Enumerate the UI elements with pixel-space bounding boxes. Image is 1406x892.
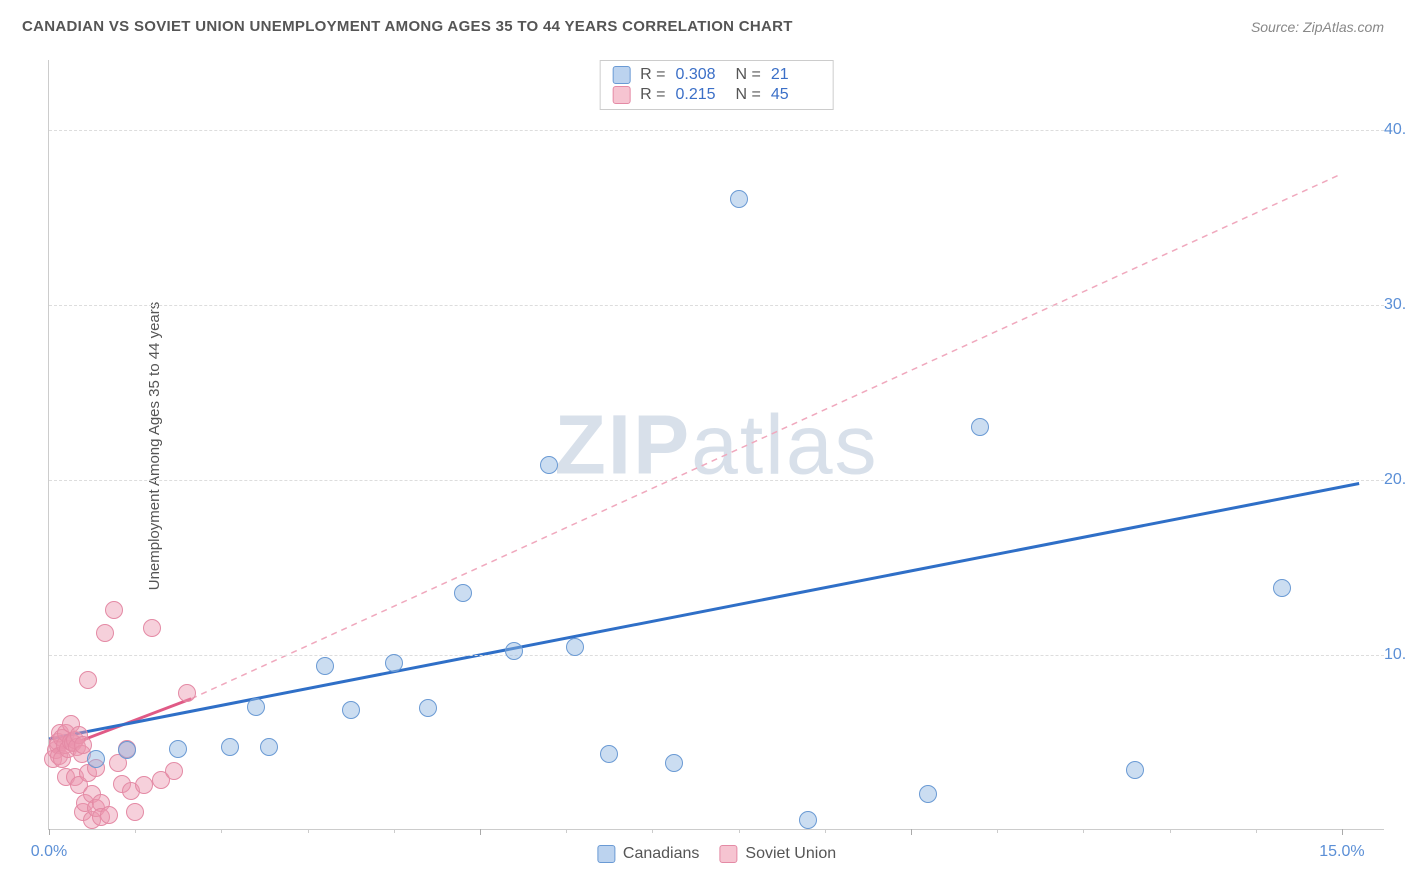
gridline — [49, 130, 1384, 131]
source-label: Source: ZipAtlas.com — [1251, 19, 1384, 35]
point-soviet — [135, 776, 153, 794]
x-tick-minor — [566, 829, 567, 833]
point-soviet — [126, 803, 144, 821]
point-canadians — [260, 738, 278, 756]
swatch-canadians — [612, 66, 630, 84]
x-tick-minor — [825, 829, 826, 833]
y-tick-label: 10.0% — [1384, 646, 1406, 664]
point-canadians — [971, 418, 989, 436]
point-canadians — [1273, 579, 1291, 597]
gridline — [49, 655, 1384, 656]
y-tick-label: 40.0% — [1384, 121, 1406, 139]
x-tick-minor — [1083, 829, 1084, 833]
point-soviet — [100, 806, 118, 824]
point-canadians — [540, 456, 558, 474]
y-tick-label: 20.0% — [1384, 471, 1406, 489]
x-tick-major — [480, 829, 481, 835]
point-soviet — [143, 619, 161, 637]
point-canadians — [799, 811, 817, 829]
point-canadians — [221, 738, 239, 756]
point-soviet — [105, 601, 123, 619]
x-tick-minor — [652, 829, 653, 833]
point-canadians — [316, 657, 334, 675]
gridline — [49, 305, 1384, 306]
stat-row-soviet: R = 0.215 N = 45 — [612, 85, 821, 105]
point-canadians — [919, 785, 937, 803]
point-canadians — [419, 699, 437, 717]
series-legend: Canadians Soviet Union — [597, 845, 836, 863]
point-canadians — [730, 190, 748, 208]
legend-item-soviet: Soviet Union — [719, 845, 836, 863]
point-canadians — [566, 638, 584, 656]
trend-lines — [49, 60, 1384, 829]
point-canadians — [454, 584, 472, 602]
legend-swatch-soviet — [719, 845, 737, 863]
stat-row-canadians: R = 0.308 N = 21 — [612, 65, 821, 85]
y-tick-label: 30.0% — [1384, 296, 1406, 314]
swatch-soviet — [612, 86, 630, 104]
point-canadians — [342, 701, 360, 719]
point-soviet — [178, 684, 196, 702]
plot-area: ZIPatlas R = 0.308 N = 21 R = 0.215 N = … — [48, 60, 1384, 830]
point-canadians — [169, 740, 187, 758]
point-canadians — [247, 698, 265, 716]
point-canadians — [505, 642, 523, 660]
point-canadians — [665, 754, 683, 772]
x-tick-minor — [221, 829, 222, 833]
point-soviet — [165, 762, 183, 780]
x-tick-minor — [394, 829, 395, 833]
x-tick-minor — [1170, 829, 1171, 833]
point-soviet — [96, 624, 114, 642]
watermark: ZIPatlas — [554, 396, 878, 493]
stat-legend: R = 0.308 N = 21 R = 0.215 N = 45 — [599, 60, 834, 110]
x-tick-major — [49, 829, 50, 835]
x-tick-major — [911, 829, 912, 835]
chart-title: CANADIAN VS SOVIET UNION UNEMPLOYMENT AM… — [22, 18, 793, 35]
x-tick-minor — [135, 829, 136, 833]
point-canadians — [600, 745, 618, 763]
x-tick-major — [1342, 829, 1343, 835]
x-tick-minor — [997, 829, 998, 833]
x-tick-minor — [1256, 829, 1257, 833]
gridline — [49, 480, 1384, 481]
legend-item-canadians: Canadians — [597, 845, 700, 863]
x-tick-label: 15.0% — [1319, 843, 1364, 861]
x-tick-minor — [308, 829, 309, 833]
point-canadians — [87, 750, 105, 768]
point-soviet — [79, 671, 97, 689]
x-tick-minor — [739, 829, 740, 833]
point-canadians — [118, 741, 136, 759]
point-canadians — [385, 654, 403, 672]
point-canadians — [1126, 761, 1144, 779]
legend-swatch-canadians — [597, 845, 615, 863]
x-tick-label: 0.0% — [31, 843, 67, 861]
